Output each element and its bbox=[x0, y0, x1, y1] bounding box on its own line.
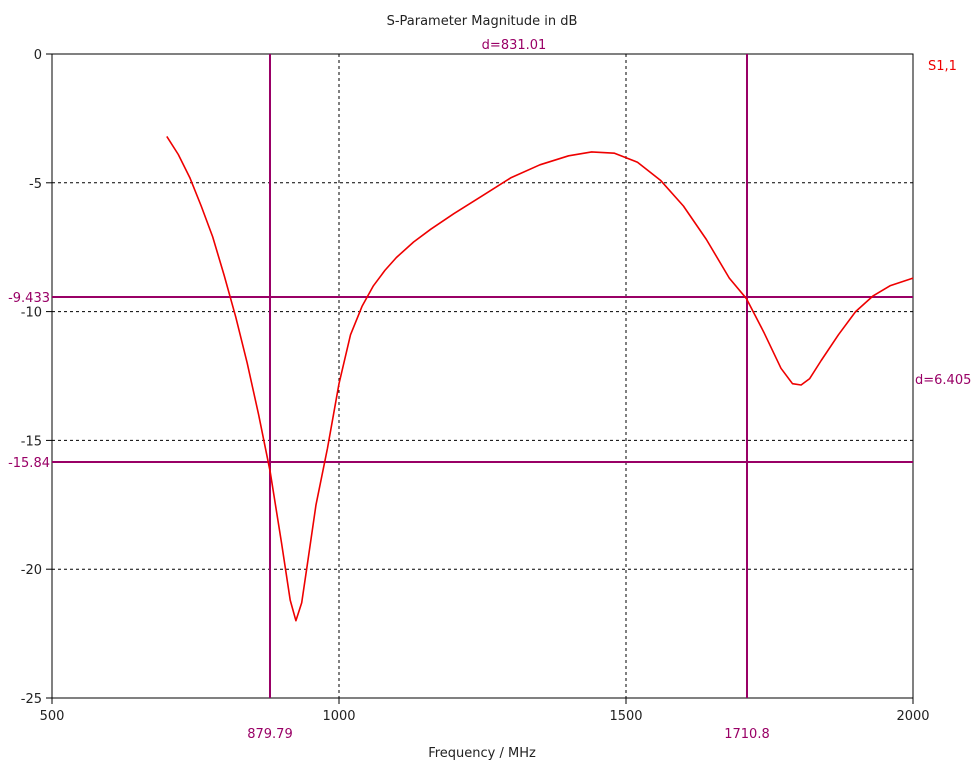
y-tick-label: -15 bbox=[21, 434, 42, 449]
chart-title: S-Parameter Magnitude in dB bbox=[387, 14, 578, 29]
x-tick-label: 1500 bbox=[609, 709, 642, 724]
x-tick-label: 2000 bbox=[896, 709, 929, 724]
horizontal-marker-label: -15.84 bbox=[8, 456, 50, 471]
tick-labels: 0 -5 -10 -15 -20 -25 500 1000 1500 2000 bbox=[21, 48, 930, 724]
delta-x-label: d=831.01 bbox=[482, 38, 547, 53]
y-tick-label: -5 bbox=[29, 177, 42, 192]
s11-curve bbox=[166, 135, 914, 622]
legend-label: S1,1 bbox=[928, 59, 957, 74]
marker-lines bbox=[52, 54, 913, 698]
x-tick-label: 1000 bbox=[322, 709, 355, 724]
marker-labels: 879.79 1710.8 -9.433 -15.84 bbox=[8, 291, 770, 742]
horizontal-marker-label: -9.433 bbox=[8, 291, 50, 306]
y-tick-label: -25 bbox=[21, 692, 42, 707]
delta-y-label: d=6.405 bbox=[915, 373, 971, 388]
plot-frame bbox=[51, 53, 914, 699]
y-tick-label: 0 bbox=[34, 48, 42, 63]
y-tick-label: -10 bbox=[21, 306, 42, 321]
grid-lines bbox=[52, 54, 913, 698]
vertical-marker-label: 879.79 bbox=[247, 727, 293, 742]
x-tick-label: 500 bbox=[40, 709, 65, 724]
vertical-marker-label: 1710.8 bbox=[724, 727, 770, 742]
x-axis-label: Frequency / MHz bbox=[428, 746, 536, 760]
y-tick-label: -20 bbox=[21, 563, 42, 578]
